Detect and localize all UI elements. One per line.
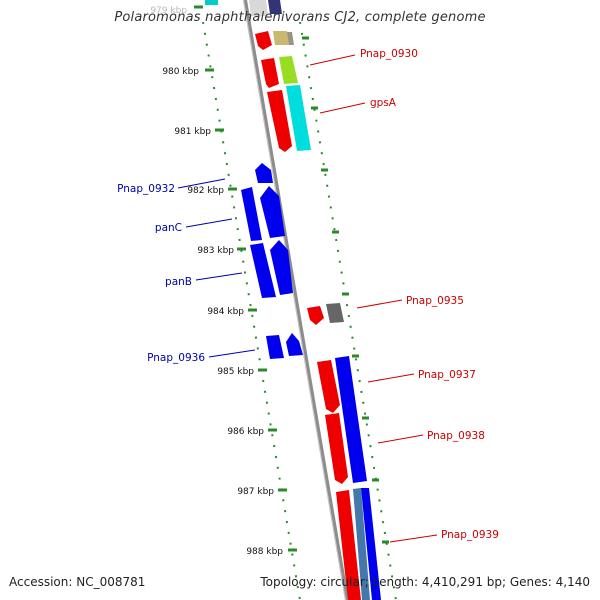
leader-pnap-0930: [309, 54, 356, 66]
gene-label-pnap-0932[interactable]: Pnap_0932: [117, 183, 175, 195]
gene-feature-top-tan[interactable]: [287, 32, 294, 45]
gene-label-panb[interactable]: panB: [165, 276, 192, 288]
gene-feature-pnap-0939[interactable]: [361, 488, 381, 600]
gene-label-panc[interactable]: panC: [155, 222, 182, 234]
scale-ticks: [194, 5, 297, 552]
gene-feature-red-3[interactable]: [307, 306, 324, 325]
tick-label-988: 988 kbp: [246, 547, 283, 557]
tick-label-980: 980 kbp: [162, 67, 199, 77]
gene-feature-blue-small[interactable]: [255, 163, 273, 183]
gene-feature-pnap-0935[interactable]: [326, 303, 344, 323]
leader-pnap-0936: [208, 349, 256, 358]
gene-feature-pnap-0937[interactable]: [317, 360, 340, 413]
leader-pnap-0932: [177, 178, 226, 189]
tick-label-982: 982 kbp: [187, 186, 224, 196]
gene-feature-gpsa[interactable]: [286, 85, 311, 151]
gene-feature-top-cyan[interactable]: [205, 0, 218, 5]
leader-pnap-0939: [389, 534, 438, 543]
tick-label-985: 985 kbp: [217, 367, 254, 377]
gene-label-pnap-0939[interactable]: Pnap_0939: [441, 529, 499, 541]
genome-backbone-highlight: [243, 0, 346, 600]
tick-label-979: 979 kbp: [150, 6, 187, 16]
gene-feature-pnap-0932[interactable]: [241, 187, 262, 241]
gene-feature-pnap-0936[interactable]: [286, 333, 303, 356]
gene-feature-panb-2[interactable]: [270, 240, 293, 295]
tick-label-983: 983 kbp: [197, 246, 234, 256]
gene-feature-green[interactable]: [279, 56, 298, 84]
tick-label-984: 984 kbp: [207, 307, 244, 317]
gene-feature-top-red[interactable]: [255, 31, 272, 50]
gene-feature-steelblue[interactable]: [353, 488, 370, 600]
gene-feature-pnap-0938[interactable]: [325, 413, 348, 484]
leader-pnap-0938: [377, 434, 424, 444]
gene-label-gpsa[interactable]: gpsA: [370, 97, 397, 109]
gene-label-pnap-0937[interactable]: Pnap_0937: [418, 369, 476, 381]
tick-label-981: 981 kbp: [174, 127, 211, 137]
gene-feature-pnap-0937-b[interactable]: [335, 356, 367, 483]
gene-label-pnap-0930[interactable]: Pnap_0930: [360, 48, 418, 60]
genome-backbone: [243, 0, 349, 600]
accession-label: Accession: NC_008781: [9, 575, 146, 589]
gene-feature-top-navy[interactable]: [268, 0, 282, 14]
genome-summary-label: Topology: circular; Length: 4,410,291 bp…: [260, 575, 590, 589]
gene-label-pnap-0936[interactable]: Pnap_0936: [147, 352, 205, 364]
leader-pnap-0937: [367, 373, 415, 383]
gene-feature-red-2[interactable]: [267, 90, 292, 152]
gene-feature-pnap-0930[interactable]: [261, 58, 279, 88]
leader-panc: [185, 218, 233, 228]
leader-gpsa: [319, 102, 366, 114]
gene-feature-panc[interactable]: [260, 186, 285, 238]
scale-ticks-right: [302, 36, 389, 544]
leader-panb: [195, 272, 243, 281]
gene-label-pnap-0938[interactable]: Pnap_0938: [427, 430, 485, 442]
map-title: Polaromonas naphthalenivorans CJ2, compl…: [114, 10, 486, 25]
gene-feature-red-bottom[interactable]: [336, 490, 361, 600]
tick-label-987: 987 kbp: [237, 487, 274, 497]
gene-feature-top-gray[interactable]: [249, 0, 268, 16]
leader-pnap-0935: [356, 299, 403, 309]
gene-label-pnap-0935[interactable]: Pnap_0935: [406, 295, 464, 307]
gene-feature-pnap-0936-a[interactable]: [266, 335, 284, 359]
gene-feature-top-olive[interactable]: [273, 31, 289, 45]
gene-feature-panb-1[interactable]: [250, 243, 276, 298]
tick-label-986: 986 kbp: [227, 427, 264, 437]
